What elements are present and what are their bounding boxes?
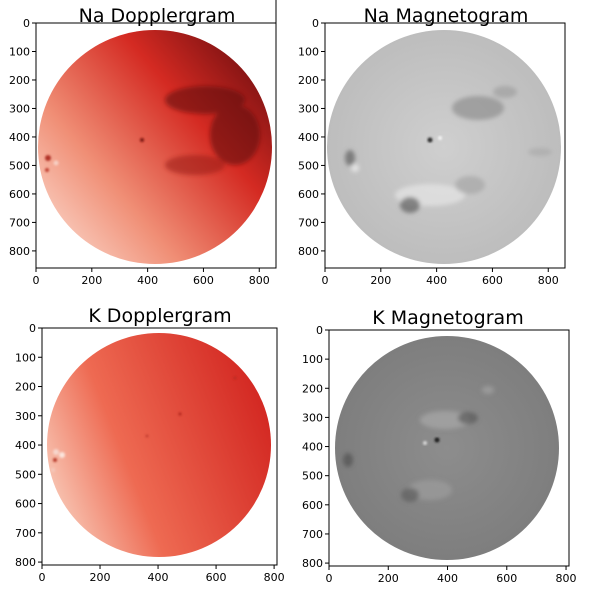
x-tick-label: 200: [90, 571, 111, 584]
y-tick-label: 0: [312, 17, 319, 30]
x-tick-label: 800: [538, 274, 559, 287]
y-tick-label: 100: [298, 45, 319, 58]
panel-na-dopplergram: Na Dopplergram 0 200 400 600 800 0 100 200 300 4…: [9, 5, 277, 287]
y-tick-label: 700: [302, 528, 323, 541]
x-tick-label: 600: [482, 274, 503, 287]
x-tick-label: 800: [556, 572, 577, 585]
panel-title: Na Dopplergram: [79, 5, 236, 27]
y-tick-label: 600: [9, 188, 30, 201]
x-tick-label: 400: [426, 274, 447, 287]
x-tick-label: 0: [322, 274, 329, 287]
y-tick-label: 500: [9, 159, 30, 172]
y-tick-label: 200: [9, 74, 30, 87]
x-tick-label: 400: [137, 274, 158, 287]
y-tick-label: 100: [302, 353, 323, 366]
y-tick-label: 400: [9, 131, 30, 144]
y-tick-label: 0: [29, 322, 36, 335]
y-tick-label: 500: [302, 470, 323, 483]
y-tick-label: 100: [9, 45, 30, 58]
x-tick-label: 0: [33, 274, 40, 287]
panel-k-magnetogram: K Magnetogram 0 200 400 600 800 0 100 200 300 40…: [302, 307, 577, 585]
x-tick-label: 400: [148, 571, 169, 584]
y-tick-label: 400: [15, 439, 36, 452]
x-axis: 0 200 400 600 800: [39, 565, 285, 584]
x-tick-label: 800: [264, 571, 285, 584]
y-axis: 0 100 200 300 400 500 600 700 800: [302, 324, 329, 570]
y-tick-label: 200: [15, 381, 36, 394]
y-tick-label: 600: [15, 498, 36, 511]
x-tick-label: 600: [193, 274, 214, 287]
x-tick-label: 400: [437, 572, 458, 585]
y-tick-label: 300: [298, 102, 319, 115]
y-tick-label: 300: [9, 102, 30, 115]
y-tick-label: 300: [15, 410, 36, 423]
y-tick-label: 600: [302, 499, 323, 512]
y-tick-label: 0: [23, 17, 30, 30]
y-tick-label: 700: [9, 216, 30, 229]
magnetic-spots: [423, 437, 440, 445]
y-tick-label: 700: [298, 216, 319, 229]
y-tick-label: 200: [302, 382, 323, 395]
y-tick-label: 700: [15, 527, 36, 540]
panel-title: K Magnetogram: [372, 307, 523, 329]
y-tick-label: 200: [298, 74, 319, 87]
x-axis: 0 200 400 600 800: [33, 268, 270, 287]
y-tick-label: 500: [15, 468, 36, 481]
panel-k-dopplergram: K Dopplergram 0 200 400 600 800 0 100 200 300 40…: [15, 305, 285, 584]
solar-disk: [47, 333, 271, 557]
axes-frame: [35, 22, 277, 269]
image-area: [335, 336, 559, 560]
image-area: [47, 333, 271, 557]
x-tick-label: 200: [370, 274, 391, 287]
y-tick-label: 400: [298, 131, 319, 144]
x-tick-label: 600: [496, 572, 517, 585]
y-tick-label: 600: [298, 188, 319, 201]
magnetic-regions: [343, 386, 494, 502]
x-tick-label: 200: [378, 572, 399, 585]
x-tick-label: 200: [81, 274, 102, 287]
y-tick-label: 300: [302, 411, 323, 424]
axes-frame: [328, 329, 570, 567]
axes-frame: [324, 22, 566, 269]
panel-title: Na Magnetogram: [364, 5, 529, 27]
solar-disk: [327, 30, 561, 264]
x-tick-label: 600: [206, 571, 227, 584]
magnetic-regions: [345, 86, 552, 213]
x-axis: 0 200 400 600 800: [326, 566, 577, 585]
disk-features: [165, 86, 260, 175]
x-axis: 0 200 400 600 800: [322, 268, 559, 287]
y-tick-label: 400: [302, 441, 323, 454]
y-tick-label: 800: [15, 556, 36, 569]
image-area: [327, 30, 561, 264]
axes-frame: [41, 327, 278, 566]
magnetic-spots: [427, 136, 442, 143]
y-tick-label: 0: [316, 324, 323, 337]
y-axis: 0 100 200 300 400 500 600 700 800: [15, 322, 42, 569]
y-axis: 0 100 200 300 400 500 600 700 800: [9, 17, 36, 258]
x-tick-label: 0: [326, 572, 333, 585]
y-tick-label: 100: [15, 351, 36, 364]
x-tick-label: 800: [249, 274, 270, 287]
panel-na-magnetogram: Na Magnetogram 0 200 400 600 800 0 100 200 300 4…: [298, 5, 566, 287]
active-region-spots: [45, 138, 144, 172]
y-tick-label: 800: [302, 557, 323, 570]
y-axis: 0 100 200 300 400 500 600 700 800: [298, 17, 325, 258]
y-tick-label: 500: [298, 159, 319, 172]
panel-title: K Dopplergram: [88, 305, 231, 327]
active-region-spots: [51, 376, 237, 472]
y-tick-label: 800: [298, 245, 319, 258]
y-tick-label: 800: [9, 245, 30, 258]
image-area: [38, 30, 272, 264]
x-tick-label: 0: [39, 571, 46, 584]
solar-disk: [335, 336, 559, 560]
